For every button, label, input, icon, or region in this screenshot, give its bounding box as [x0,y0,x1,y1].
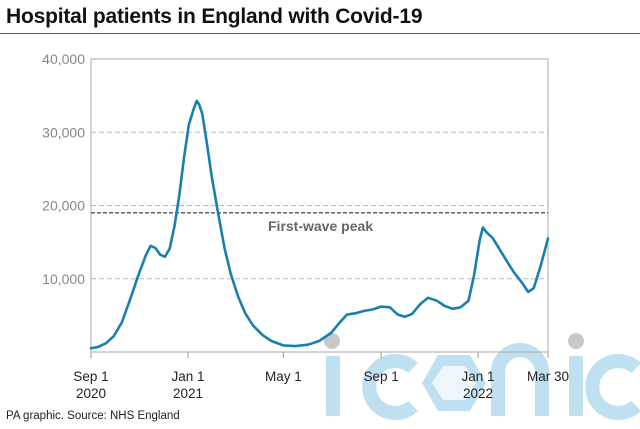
x-tick-label: Mar 30 [527,369,569,384]
y-axis: 10,000 20,000 30,000 40,000 [42,51,85,287]
page-title: Hospital patients in England with Covid-… [6,5,423,28]
y-tick-label: 30,000 [42,124,85,140]
first-wave-peak-reference: First-wave peak [91,212,548,234]
x-tick-label: Sep 1 [363,369,398,384]
x-tick-label: Sep 1 [73,369,108,384]
x-tick-year-label: 2021 [173,386,203,401]
series-hospital-patients [89,99,550,350]
watermark-glyph [569,356,583,416]
watermark-glyph [491,343,549,416]
x-axis: Sep 1 2020 Jan 1 2021 May 1 Sep 1 Jan 1 2022 Mar… [73,352,569,401]
gridlines [91,131,548,280]
watermark-glyph [585,354,640,420]
watermark-hex-inner [432,366,476,400]
watermark-glyph [326,356,340,416]
x-tick-year-label: 2022 [463,386,493,401]
title-divider [0,33,640,34]
y-tick-label: 10,000 [42,271,85,287]
x-tick-label: May 1 [265,369,302,384]
watermark-glyph [362,354,418,420]
x-tick-label: Jan 1 [462,369,495,384]
watermark-dot [324,333,340,349]
iconic-watermark [324,333,640,420]
watermark-dot [568,333,584,349]
series-line [89,99,550,350]
y-tick-label: 40,000 [42,51,85,67]
x-tick-label: Jan 1 [171,369,204,384]
x-tick-year-label: 2020 [76,386,106,401]
reference-label: First-wave peak [268,218,373,234]
plot-frame [90,58,549,353]
y-tick-label: 20,000 [42,198,85,214]
source-note: PA graphic. Source: NHS England [6,410,180,422]
